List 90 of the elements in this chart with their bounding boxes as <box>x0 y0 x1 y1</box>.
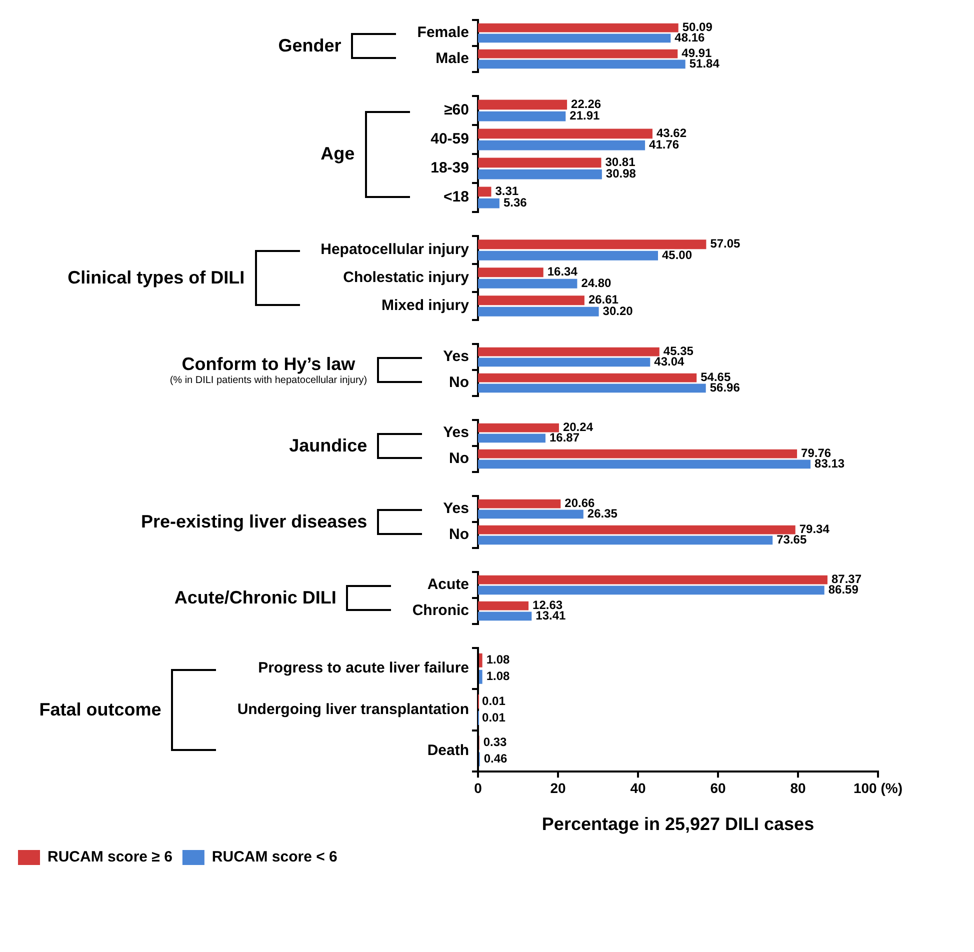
y-tick-label: Mixed injury <box>381 297 470 314</box>
bar <box>478 423 559 432</box>
data-label: 16.34 <box>547 264 578 279</box>
y-tick-label: No <box>449 374 469 392</box>
legend-label: RUCAM score ≥ 6 <box>48 848 172 866</box>
bar <box>478 158 602 168</box>
y-axis-title: Conform to Hy’s law <box>180 354 356 375</box>
bar <box>478 525 796 534</box>
legend-label: RUCAM score < 6 <box>212 848 338 866</box>
bar <box>478 575 828 584</box>
data-label: 0.01 <box>482 710 506 724</box>
bar <box>478 111 566 122</box>
data-label: 30.98 <box>606 166 636 181</box>
bar <box>478 34 671 43</box>
y-tick-label: Acute <box>427 576 469 594</box>
y-tick-label: Yes <box>443 500 469 518</box>
data-label: 22.26 <box>571 97 602 112</box>
y-tick-label: Hepatocellular injury <box>320 241 470 258</box>
x-tick-label: 80 <box>790 780 806 796</box>
bar <box>478 186 492 197</box>
data-label: 0.33 <box>483 735 507 750</box>
bar <box>478 510 584 519</box>
y-tick-label: Progress to acute liver failure <box>258 660 469 677</box>
bar <box>478 169 602 180</box>
y-axis-title: Jaundice <box>289 436 368 456</box>
bar <box>478 306 599 316</box>
y-tick-label: Chronic <box>412 602 469 620</box>
y-tick-label: Yes <box>443 348 469 366</box>
bar <box>478 296 584 306</box>
y-tick-label: 18-39 <box>430 160 469 177</box>
data-label: 3.31 <box>495 184 519 198</box>
bar <box>478 49 678 58</box>
y-axis-title: Pre-existing liver diseases <box>141 512 368 532</box>
y-tick-label: 40-59 <box>430 130 469 148</box>
bar <box>478 460 811 469</box>
x-tick-label: 20 <box>550 780 566 796</box>
data-label: 24.80 <box>581 276 612 290</box>
bar <box>478 128 652 139</box>
bar <box>478 140 646 150</box>
data-label: 0.46 <box>484 752 508 766</box>
data-label: 1.08 <box>486 652 510 667</box>
y-axis-title: Gender <box>278 36 342 56</box>
data-label: 43.62 <box>656 126 687 140</box>
bar <box>478 23 678 32</box>
y-tick-label: No <box>449 450 469 468</box>
bar <box>478 240 706 250</box>
data-label: 0.01 <box>482 694 506 708</box>
y-tick-label: Female <box>417 24 469 42</box>
bar <box>478 250 658 260</box>
bar <box>478 198 500 208</box>
text: (% in DILI patients with hepatocellular injury) <box>170 375 368 386</box>
bar <box>478 278 578 288</box>
bar <box>478 347 660 356</box>
data-label: 45.00 <box>662 248 692 262</box>
bar <box>478 373 697 382</box>
bar <box>478 536 773 545</box>
bar <box>478 100 568 110</box>
bar <box>478 60 686 69</box>
y-tick-label: No <box>449 526 469 544</box>
bar <box>478 384 706 393</box>
x-tick-label: 0 <box>474 780 482 796</box>
bar <box>478 499 561 508</box>
y-tick-label: Male <box>436 50 469 68</box>
x-tick-label: 60 <box>710 780 726 796</box>
y-tick-label: ≥60 <box>444 102 469 119</box>
y-axis-title: Age <box>320 144 355 164</box>
x-tick-label: 40 <box>630 780 646 796</box>
y-tick-label: Yes <box>443 424 469 442</box>
data-label: 5.36 <box>503 196 528 210</box>
data-label: 41.76 <box>649 138 680 152</box>
bar <box>478 358 650 367</box>
bar <box>478 268 544 278</box>
bar <box>478 612 532 621</box>
y-axis-title: Acute/Chronic DILI <box>174 588 336 608</box>
y-tick-label: Undergoing liver transplantation <box>237 700 469 718</box>
x-axis-title: Percentage in 25,927 DILI cases <box>542 814 814 834</box>
bar <box>478 586 824 595</box>
y-axis-title: Fatal outcome <box>39 699 162 720</box>
y-tick-label: <18 <box>444 188 469 206</box>
data-label: 1.08 <box>486 669 510 684</box>
y-tick-label: Death <box>427 742 469 760</box>
x-tick-label: 100 (%) <box>853 780 903 796</box>
bar <box>478 601 529 610</box>
y-tick-label: Cholestatic injury <box>343 269 470 286</box>
y-axis-title: Clinical types of DILI <box>68 268 245 288</box>
bar <box>478 449 798 458</box>
bar <box>478 434 546 443</box>
data-label: 57.05 <box>710 236 741 251</box>
data-label: 21.91 <box>570 108 600 123</box>
data-label: 30.81 <box>605 155 636 170</box>
